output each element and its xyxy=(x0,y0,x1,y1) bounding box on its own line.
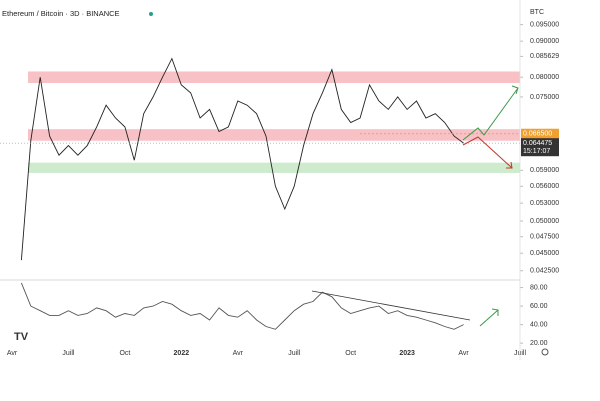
y-tick-label: 0.095000 xyxy=(530,21,559,28)
x-tick-label: Oct xyxy=(119,350,130,357)
y-tick-label: 0.080000 xyxy=(530,74,559,81)
arrow-up xyxy=(462,87,519,141)
x-tick-label: 2022 xyxy=(174,350,190,357)
arrow-down xyxy=(462,136,513,169)
y-tick-label: 0.059000 xyxy=(530,167,559,174)
y-tick-label: 0.042500 xyxy=(530,268,559,275)
price-time: 15:17:07 xyxy=(523,148,550,155)
x-tick-label: Avr xyxy=(458,350,469,357)
price-label: 0.064475 xyxy=(523,140,552,147)
logo: TV xyxy=(14,331,29,343)
price-box xyxy=(521,138,559,157)
y-tick-label: 0.085629 xyxy=(530,53,559,60)
level-label: 0.066500 xyxy=(523,131,552,138)
zone xyxy=(28,162,520,173)
series-line xyxy=(20,282,464,330)
level-box xyxy=(521,128,559,139)
arrowhead xyxy=(511,85,519,95)
currency: BTC xyxy=(530,9,544,16)
y-tick-label: 80.00 xyxy=(530,284,548,291)
y-tick-label: 0.053000 xyxy=(530,200,559,207)
x-tick-label: Oct xyxy=(345,350,356,357)
arrowhead xyxy=(506,161,513,169)
x-tick-label: Avr xyxy=(7,350,18,357)
y-tick-label: 60.00 xyxy=(530,303,548,310)
y-tick-label: 0.056000 xyxy=(530,183,559,190)
rsi-arrow xyxy=(479,308,499,327)
series-line xyxy=(20,57,464,261)
y-tick-label: 0.047500 xyxy=(530,234,559,241)
status-dot xyxy=(149,12,153,16)
rsi-trendline xyxy=(311,290,471,321)
chart-title: Ethereum / Bitcoin · 3D · BINANCE xyxy=(2,9,120,18)
plot: 0.095000 0.090000 0.085629 0.080000 0.075000… xyxy=(0,21,559,357)
y-tick-label: 0.045000 xyxy=(530,250,559,257)
y-tick-label: 0.090000 xyxy=(530,38,559,45)
x-tick-label: Avr xyxy=(233,350,244,357)
y-tick-label: 20.00 xyxy=(530,340,548,347)
settings-icon[interactable] xyxy=(541,348,549,356)
x-tick-label: Juill xyxy=(62,350,75,357)
y-tick-label: 40.00 xyxy=(530,321,548,328)
zone xyxy=(28,129,520,141)
y-tick-label: 0.050000 xyxy=(530,218,559,225)
y-tick-label: 0.075000 xyxy=(530,94,559,101)
zone xyxy=(28,71,520,83)
x-tick-label: Juill xyxy=(288,350,301,357)
x-tick-label: 2023 xyxy=(399,350,415,357)
